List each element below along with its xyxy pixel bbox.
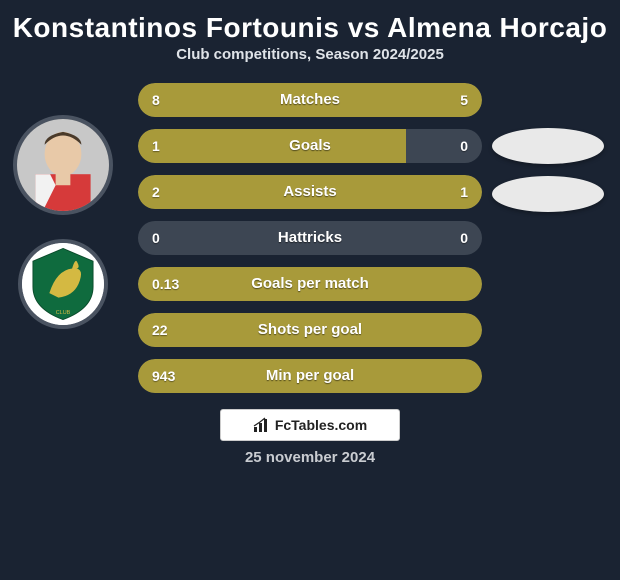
player-avatar xyxy=(13,115,113,215)
chart-icon xyxy=(253,417,269,433)
player2-badge-2 xyxy=(492,176,604,212)
stat-label: Goals xyxy=(138,129,482,163)
stat-label: Assists xyxy=(138,175,482,209)
stat-label: Shots per goal xyxy=(138,313,482,347)
club-badge: CLUB xyxy=(18,239,108,329)
footer-date: 25 november 2024 xyxy=(0,449,620,466)
stat-row: 0.13Goals per match xyxy=(138,267,482,301)
stat-row: 85Matches xyxy=(138,83,482,117)
player-avatar-icon xyxy=(17,119,109,211)
player2-badge-1 xyxy=(492,128,604,164)
branding-badge[interactable]: FcTables.com xyxy=(220,409,400,441)
subtitle: Club competitions, Season 2024/2025 xyxy=(0,46,620,79)
stat-row: 00Hattricks xyxy=(138,221,482,255)
stat-label: Goals per match xyxy=(138,267,482,301)
stat-row: 943Min per goal xyxy=(138,359,482,393)
right-badge-column xyxy=(488,120,608,224)
stat-label: Hattricks xyxy=(138,221,482,255)
branding-text: FcTables.com xyxy=(275,417,367,433)
stat-row: 22Shots per goal xyxy=(138,313,482,347)
stat-label: Matches xyxy=(138,83,482,117)
stat-row: 10Goals xyxy=(138,129,482,163)
club-badge-icon: CLUB xyxy=(22,243,104,325)
svg-text:CLUB: CLUB xyxy=(56,310,71,316)
page-title: Konstantinos Fortounis vs Almena Horcajo xyxy=(0,0,620,46)
avatar-column: CLUB xyxy=(8,105,118,353)
stat-label: Min per goal xyxy=(138,359,482,393)
stat-row: 21Assists xyxy=(138,175,482,209)
stats-container: 85Matches 10Goals 21Assists 00Hattricks 0.13… xyxy=(138,79,482,393)
